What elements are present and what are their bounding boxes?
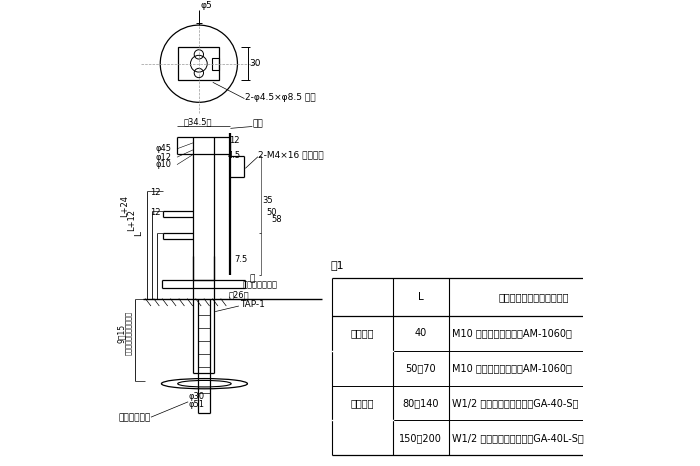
- Text: L+12: L+12: [127, 208, 136, 231]
- Text: 35: 35: [262, 196, 273, 206]
- Text: φ45: φ45: [155, 144, 172, 153]
- Text: 標準寸法: 標準寸法: [351, 328, 374, 338]
- Text: φ51: φ51: [188, 400, 204, 409]
- Text: L: L: [418, 292, 424, 302]
- Text: （26）: （26）: [229, 290, 250, 299]
- Text: 取付アンカー: 取付アンカー: [119, 414, 151, 423]
- Text: 2-φ4.5×φ8.5 皿孔: 2-φ4.5×φ8.5 皿孔: [246, 93, 316, 102]
- Text: （ジュータン厚み可能）: （ジュータン厚み可能）: [125, 311, 132, 356]
- Text: 12: 12: [150, 207, 160, 217]
- Text: 表1: 表1: [330, 260, 344, 270]
- Text: 12: 12: [230, 137, 240, 145]
- Text: 7.5: 7.5: [234, 254, 247, 264]
- Text: φ5: φ5: [201, 1, 213, 10]
- Text: M10 オールアンカー（AM-1060）: M10 オールアンカー（AM-1060）: [452, 328, 572, 338]
- Text: 40: 40: [414, 328, 427, 338]
- Text: φ30: φ30: [188, 392, 204, 401]
- Text: ドア: ドア: [252, 120, 263, 129]
- Text: TAP-1: TAP-1: [240, 300, 265, 308]
- Text: W1/2 グリップアンカー（GA-40-S）: W1/2 グリップアンカー（GA-40-S）: [452, 398, 579, 408]
- Text: L: L: [134, 231, 144, 236]
- Bar: [178, 47, 219, 81]
- Text: 50: 50: [266, 208, 276, 217]
- Text: （ジュータン）: （ジュータン）: [243, 281, 278, 289]
- Text: 150〜200: 150〜200: [399, 433, 442, 443]
- Text: W1/2 グリップアンカー（GA-40L-S）: W1/2 グリップアンカー（GA-40L-S）: [452, 433, 584, 443]
- Text: φ10: φ10: [155, 160, 172, 169]
- Text: 58: 58: [271, 215, 281, 224]
- Text: （34.5）: （34.5）: [183, 117, 212, 126]
- Text: 9〜15: 9〜15: [117, 324, 126, 343]
- Text: 50〜70: 50〜70: [405, 363, 436, 373]
- Bar: [212, 58, 219, 70]
- Text: 特注寸法: 特注寸法: [351, 398, 374, 408]
- Text: 30: 30: [249, 59, 261, 68]
- Text: 床: 床: [249, 274, 255, 283]
- Text: 取付アンカー（セット品）: 取付アンカー（セット品）: [498, 292, 568, 302]
- Text: 4.5: 4.5: [228, 151, 242, 160]
- Text: 12: 12: [150, 188, 160, 197]
- Text: 80〜140: 80〜140: [402, 398, 439, 408]
- Text: φ12: φ12: [155, 153, 172, 162]
- Text: L+24: L+24: [120, 194, 129, 217]
- Text: 2-M4×16 皿小ねじ: 2-M4×16 皿小ねじ: [258, 150, 323, 159]
- Text: M10 オールアンカー（AM-1060）: M10 オールアンカー（AM-1060）: [452, 363, 572, 373]
